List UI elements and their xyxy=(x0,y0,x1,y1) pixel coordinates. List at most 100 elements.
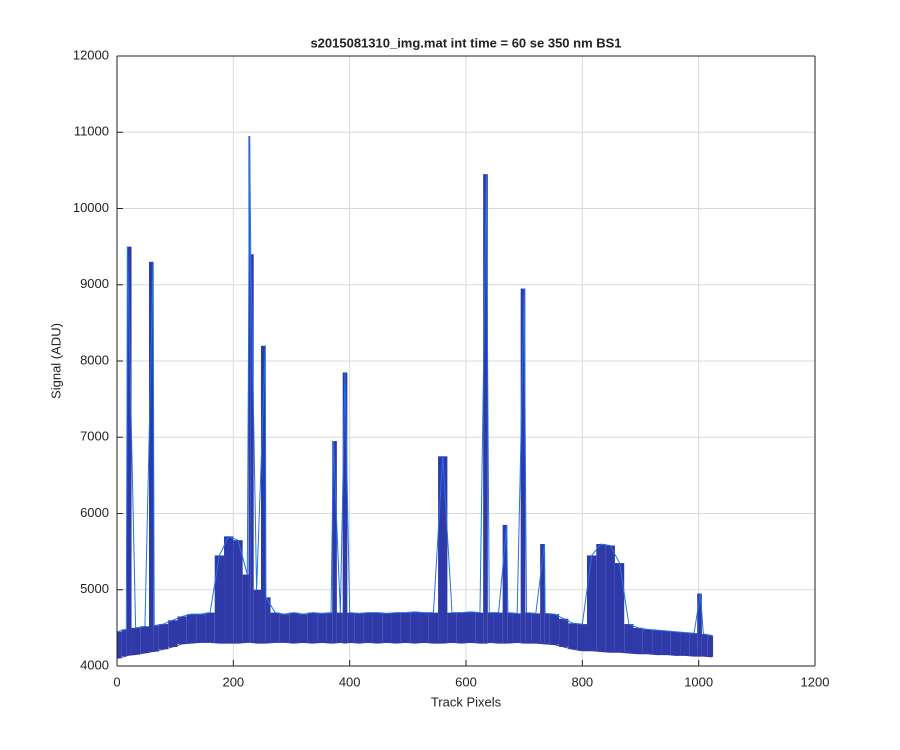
signal-band xyxy=(347,612,355,643)
signal-band xyxy=(670,631,681,656)
signal-band xyxy=(289,612,299,644)
signal-band xyxy=(354,613,364,644)
signal-band xyxy=(250,254,254,643)
y-axis-label: Signal (ADU) xyxy=(48,323,63,399)
signal-band xyxy=(168,620,178,647)
y-tick-label: 12000 xyxy=(73,47,109,62)
signal-band xyxy=(502,524,508,644)
signal-band xyxy=(689,633,698,657)
signal-band xyxy=(605,545,615,653)
signal-band xyxy=(148,261,154,652)
y-tick-label: 10000 xyxy=(73,200,109,215)
signal-band xyxy=(317,613,327,643)
signal-band xyxy=(279,614,290,643)
signal-band xyxy=(153,625,159,652)
signal-band xyxy=(233,540,243,644)
signal-band xyxy=(336,612,343,643)
signal-band xyxy=(633,627,643,654)
signal-band xyxy=(652,630,662,655)
signal-band xyxy=(400,612,411,643)
signal-band xyxy=(158,624,169,650)
signal-band xyxy=(270,612,280,643)
x-axis-label: Track Pixels xyxy=(431,694,502,709)
x-tick-label: 600 xyxy=(455,674,477,689)
upper-envelope xyxy=(116,136,713,636)
signal-band xyxy=(624,624,634,654)
signal-band xyxy=(248,136,251,643)
signal-band xyxy=(196,614,206,643)
signal-band xyxy=(661,630,671,655)
signal-band xyxy=(214,555,225,644)
signal-band xyxy=(596,544,606,652)
signal-band xyxy=(456,612,466,644)
y-tick-label: 6000 xyxy=(80,505,109,520)
signal-band xyxy=(382,613,392,643)
x-tick-label: 200 xyxy=(222,674,244,689)
signal-band xyxy=(372,612,383,644)
signal-band xyxy=(544,613,550,644)
signal-band xyxy=(475,612,484,644)
signal-band xyxy=(701,633,708,657)
signal-band xyxy=(391,612,401,644)
lower-envelope xyxy=(116,641,713,659)
signal-band xyxy=(549,614,560,645)
x-tick-label: 800 xyxy=(571,674,593,689)
signal-band xyxy=(438,456,448,644)
signal-band xyxy=(697,593,702,657)
signal-band xyxy=(520,288,526,644)
signal-band xyxy=(512,613,521,643)
x-tick-label: 400 xyxy=(339,674,361,689)
signal-band xyxy=(242,574,249,643)
signal-band xyxy=(487,612,494,643)
signal-band xyxy=(307,612,318,644)
chart-title: s2015081310_img.mat int time = 60 se 350… xyxy=(310,35,621,50)
signal-band xyxy=(642,629,653,654)
signal-band xyxy=(507,612,513,644)
signal-band xyxy=(332,441,337,644)
signal-band xyxy=(577,624,587,651)
signal-band xyxy=(493,612,503,644)
y-tick-label: 7000 xyxy=(80,429,109,444)
signal-band xyxy=(525,612,532,644)
signal-band xyxy=(568,623,578,650)
signal-band xyxy=(447,612,457,643)
signal-band xyxy=(540,544,545,644)
signal-band xyxy=(342,372,348,644)
signal-band xyxy=(419,612,429,643)
y-tick-label: 11000 xyxy=(74,124,109,139)
signal-band xyxy=(131,627,141,655)
signal-band xyxy=(680,632,690,656)
signal-band xyxy=(121,629,127,657)
signal-band xyxy=(265,597,271,644)
x-tick-label: 1000 xyxy=(684,674,713,689)
signal-band xyxy=(466,611,476,643)
y-tick-label: 4000 xyxy=(80,657,109,672)
signal-band xyxy=(531,613,541,644)
signal-band xyxy=(586,555,597,651)
signal-band xyxy=(205,612,215,643)
signal-band xyxy=(298,614,308,643)
signal-band xyxy=(177,616,187,644)
signal-band xyxy=(126,246,132,656)
y-tick-label: 5000 xyxy=(80,581,109,596)
signal-band xyxy=(559,618,569,647)
signal-band xyxy=(326,612,333,644)
signal-band xyxy=(224,536,234,644)
signal-band xyxy=(186,614,197,644)
signal-band xyxy=(140,626,149,654)
y-tick-label: 8000 xyxy=(80,352,109,367)
signal-band xyxy=(363,612,373,643)
signal-band xyxy=(707,635,714,657)
signal-band xyxy=(410,611,420,644)
x-tick-label: 0 xyxy=(113,674,120,689)
signal-band xyxy=(483,174,488,644)
signal-band xyxy=(614,563,625,653)
y-tick-label: 9000 xyxy=(80,276,109,291)
signal-band xyxy=(253,589,261,644)
signal-band xyxy=(117,631,122,659)
signal-band xyxy=(428,612,439,644)
signal-band xyxy=(260,345,266,644)
x-tick-label: 1200 xyxy=(801,674,830,689)
